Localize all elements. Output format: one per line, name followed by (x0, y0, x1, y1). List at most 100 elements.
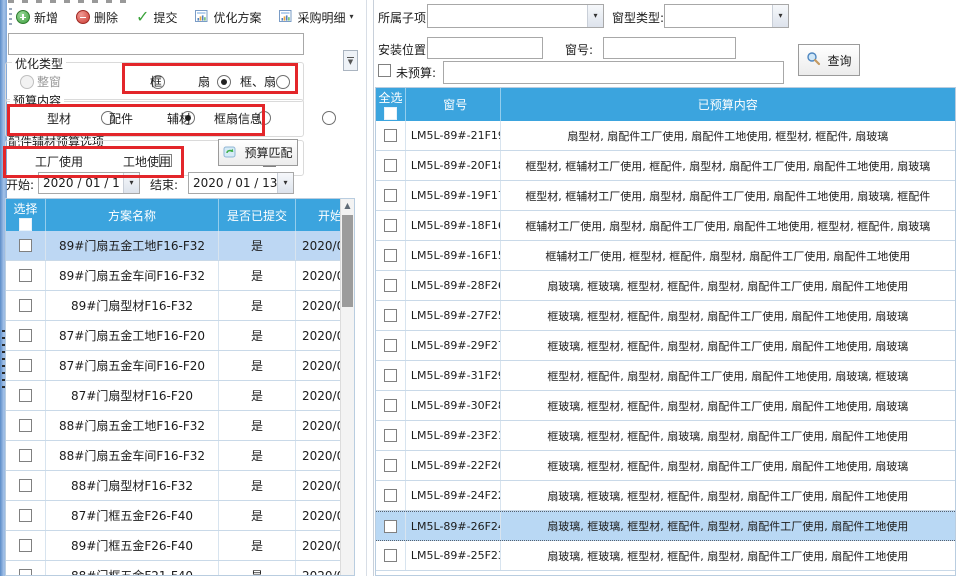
radio-sash[interactable] (216, 75, 231, 89)
table-row[interactable]: LM5L-89#-19F17 框型材, 框辅材工厂使用, 扇型材, 扇配件工厂使… (376, 181, 955, 211)
budget-match-button[interactable]: 预算匹配 (218, 139, 298, 166)
table-row[interactable]: 88#门扇型材F16-F32 是 2020/0 (6, 471, 342, 501)
row-checkbox[interactable] (19, 389, 32, 402)
row-checkbox[interactable] (19, 359, 32, 372)
row-checkbox[interactable] (19, 329, 32, 342)
table-row[interactable]: 87#门框五金F26-F40 是 2020/0 (6, 501, 342, 531)
row-checkbox[interactable] (383, 429, 397, 442)
row-checkbox[interactable] (383, 159, 397, 172)
plan-name-header[interactable]: 方案名称 (46, 199, 219, 231)
table-row[interactable]: 89#门扇型材F16-F32 是 2020/0 (6, 291, 342, 321)
date-start-picker[interactable]: 2020 / 01 / 1 ▾ (38, 172, 140, 194)
factory-use-checkbox[interactable] (158, 154, 172, 167)
table-row[interactable]: LM5L-89#-22F20 框玻璃, 框型材, 框配件, 扇型材, 扇配件工厂… (376, 451, 955, 481)
table-row[interactable]: LM5L-89#-28F26 扇玻璃, 框玻璃, 框型材, 框配件, 扇型材, … (376, 271, 955, 301)
chevron-down-icon[interactable]: ▾ (587, 5, 603, 27)
window-no-input[interactable] (603, 37, 736, 59)
table-row[interactable]: 87#门扇五金工地F16-F20 是 2020/0 (6, 321, 342, 351)
report-chart-icon (195, 9, 209, 26)
table-row[interactable]: LM5L-89#-23F21 框玻璃, 框型材, 框配件, 扇玻璃, 扇型材, … (376, 421, 955, 451)
chevron-down-icon[interactable]: ▾ (349, 12, 354, 21)
radio-profile[interactable] (101, 111, 116, 125)
row-checkbox[interactable] (383, 249, 397, 262)
scroll-up-icon[interactable]: ▲ (344, 201, 351, 210)
row-checkbox[interactable] (383, 219, 397, 232)
select-all-checkbox[interactable] (383, 107, 397, 120)
table-row[interactable]: LM5L-89#-29F27 框玻璃, 框型材, 框配件, 扇型材, 扇配件工厂… (376, 331, 955, 361)
row-checkbox[interactable] (383, 489, 397, 502)
row-checkbox[interactable] (19, 509, 32, 522)
row-checkbox[interactable] (19, 299, 32, 312)
select-all-checkbox[interactable] (19, 218, 32, 231)
table-row[interactable]: 88#门扇五金工地F16-F32 是 2020/0 (6, 411, 342, 441)
add-button[interactable]: 新增 (13, 7, 61, 28)
unbudgeted-input[interactable] (443, 61, 784, 84)
table-row[interactable]: LM5L-89#-24F22 扇玻璃, 框玻璃, 框型材, 框配件, 扇型材, … (376, 481, 955, 511)
table-row[interactable]: LM5L-89#-27F25 框玻璃, 框型材, 框配件, 扇型材, 扇配件工厂… (376, 301, 955, 331)
row-select-cell (6, 561, 46, 575)
row-checkbox[interactable] (383, 189, 397, 202)
table-row[interactable]: LM5L-89#-25F23 扇玻璃, 框玻璃, 框型材, 框配件, 扇型材, … (376, 541, 955, 571)
left-dock-splitter[interactable] (0, 0, 7, 576)
plan-search-input[interactable] (8, 33, 304, 55)
budgeted-content-cell: 扇型材, 扇配件工厂使用, 扇配件工地使用, 框型材, 框配件, 扇玻璃 (567, 129, 889, 143)
table-row[interactable]: LM5L-89#-21F19 扇型材, 扇配件工厂使用, 扇配件工地使用, 框型… (376, 121, 955, 151)
row-checkbox[interactable] (383, 279, 397, 292)
row-checkbox[interactable] (19, 539, 32, 552)
row-checkbox[interactable] (383, 459, 397, 472)
chevron-down-icon[interactable]: ▾ (277, 173, 293, 193)
row-checkbox[interactable] (383, 309, 397, 322)
install-position-input[interactable] (427, 37, 543, 59)
purchase-detail-button[interactable]: 采购明细 ▾ (276, 7, 356, 28)
budgeted-content-header[interactable]: 已预算内容 (697, 98, 758, 112)
plan-table-scrollbar[interactable]: ▲ (340, 199, 354, 575)
date-end-label: 结束: (150, 178, 179, 192)
radio-whole-window[interactable] (20, 75, 34, 89)
delete-button[interactable]: 删除 (73, 7, 121, 28)
table-row[interactable]: 87#门扇型材F16-F20 是 2020/0 (6, 381, 342, 411)
optimize-plan-button[interactable]: 优化方案 (192, 7, 264, 28)
radio-frame-sash-info[interactable] (321, 111, 336, 125)
table-row[interactable]: 89#门扇五金工地F16-F32 是 2020/0 (6, 231, 342, 261)
window-type-select[interactable]: ▾ (664, 4, 789, 28)
plan-start-header[interactable]: 开始 (318, 208, 342, 223)
plan-submitted-header[interactable]: 是否已提交 (219, 199, 296, 231)
table-row[interactable]: LM5L-89#-20F18 框型材, 框辅材工厂使用, 框配件, 扇型材, 扇… (376, 151, 955, 181)
table-row-selected[interactable]: LM5L-89#-26F24 扇玻璃, 框玻璃, 框型材, 框配件, 扇型材, … (376, 511, 955, 541)
row-checkbox[interactable] (383, 129, 397, 142)
table-row[interactable]: 89#门扇五金车间F16-F32 是 2020/0 (6, 261, 342, 291)
table-row[interactable]: LM5L-89#-30F28 框玻璃, 框型材, 框配件, 扇型材, 扇配件工厂… (376, 391, 955, 421)
row-checkbox[interactable] (19, 269, 32, 282)
row-checkbox[interactable] (19, 419, 32, 432)
plan-submitted-cell: 是 (219, 441, 296, 470)
row-checkbox[interactable] (19, 239, 32, 252)
radio-accessory[interactable] (181, 111, 196, 125)
radio-frame-sash[interactable] (276, 75, 291, 89)
toolbar-overflow-button[interactable]: ▼ (343, 50, 358, 71)
row-checkbox[interactable] (383, 369, 397, 382)
sub-item-select[interactable]: ▾ (427, 4, 604, 28)
table-row[interactable]: 87#门扇五金车间F16-F20 是 2020/0 (6, 351, 342, 381)
row-checkbox[interactable] (19, 569, 32, 575)
chevron-down-icon[interactable]: ▾ (123, 173, 139, 193)
row-checkbox[interactable] (383, 549, 397, 562)
table-row[interactable]: LM5L-89#-18F16 框辅材工厂使用, 扇型材, 扇配件工厂使用, 扇配… (376, 211, 955, 241)
query-button[interactable]: 查询 (798, 44, 860, 76)
row-checkbox[interactable] (19, 479, 32, 492)
window-no-header[interactable]: 窗号 (406, 88, 501, 121)
table-row[interactable]: 88#门框五金F21-F40 是 2020/0 (6, 561, 342, 575)
row-checkbox[interactable] (383, 339, 397, 352)
chevron-down-icon[interactable]: ▾ (772, 5, 788, 27)
row-checkbox[interactable] (383, 519, 397, 533)
radio-frame[interactable] (150, 75, 165, 89)
scrollbar-thumb[interactable] (342, 215, 353, 307)
table-row[interactable]: 89#门框五金F26-F40 是 2020/0 (6, 531, 342, 561)
row-checkbox[interactable] (383, 399, 397, 412)
table-row[interactable]: LM5L-89#-31F29 框型材, 框配件, 扇型材, 扇配件工厂使用, 扇… (376, 361, 955, 391)
unbudgeted-checkbox[interactable] (378, 64, 391, 77)
date-end-picker[interactable]: 2020 / 01 / 13 ▾ (188, 172, 294, 194)
table-row[interactable]: LM5L-89#-16F15 框辅材工厂使用, 框型材, 框配件, 扇型材, 扇… (376, 241, 955, 271)
table-row[interactable]: 88#门扇五金车间F16-F32 是 2020/0 (6, 441, 342, 471)
row-checkbox[interactable] (19, 449, 32, 462)
submit-button[interactable]: 提交 (133, 7, 180, 28)
